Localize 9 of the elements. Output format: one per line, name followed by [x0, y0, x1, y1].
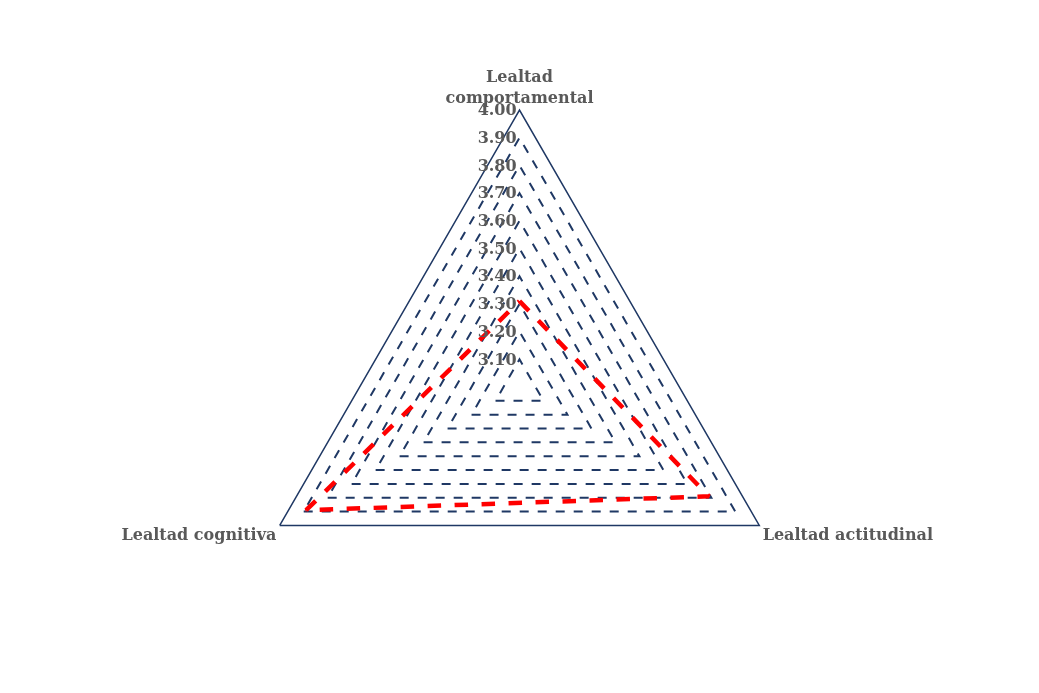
y-tick-label: 3.50: [477, 238, 517, 258]
y-tick-label: 3.30: [477, 294, 517, 314]
y-tick-label: 3.20: [477, 321, 517, 341]
y-tick-label: 3.10: [477, 349, 517, 369]
y-tick-label: 3.70: [477, 183, 517, 203]
y-tick-label: 3.40: [477, 266, 517, 286]
y-tick-label: 3.60: [477, 211, 517, 231]
spoke-label: Lealtad cognitiva: [121, 525, 277, 545]
spoke-label: Lealtad actitudinal: [762, 525, 934, 545]
